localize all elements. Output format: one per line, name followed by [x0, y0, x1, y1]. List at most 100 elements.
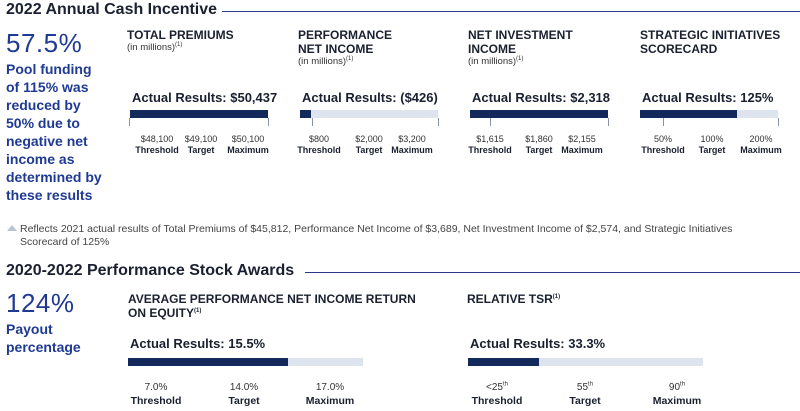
- metric-total-premiums: TOTAL PREMIUMS (in millions)(1): [127, 28, 282, 54]
- tick-value: $1,615: [476, 134, 504, 144]
- metric-performance-net-income: PERFORMANCE NET INCOME (in millions)(1): [298, 28, 458, 68]
- tick-value: 200%: [749, 134, 773, 144]
- tick-label: Target: [525, 145, 553, 155]
- threshold-marker: [312, 118, 313, 126]
- tick-value: $49,100: [184, 134, 218, 144]
- tick-value: $2,155: [568, 134, 596, 144]
- tick-value: $2,000: [355, 134, 383, 144]
- progress-fill: [128, 358, 288, 366]
- metric-net-investment-income: NET INVESTMENT INCOME (in millions)(1): [468, 28, 628, 68]
- metric-actual-result: Actual Results: $50,437: [132, 90, 278, 105]
- tick-label: Threshold: [135, 145, 179, 155]
- progress-track: [470, 110, 608, 118]
- metric-title: NET INCOME: [298, 42, 374, 56]
- cash-footnote: Reflects 2021 actual results of Total Pr…: [20, 223, 733, 248]
- threshold-marker: [490, 118, 491, 126]
- stock-payout-description: Payout percentage: [6, 320, 116, 356]
- pool-line: reduced by: [6, 97, 81, 113]
- metric-subtitle: (in millions)(1): [127, 41, 183, 53]
- progress-track: [640, 110, 778, 118]
- progress-track: [128, 358, 363, 366]
- metric-strategic-initiatives: STRATEGIC INITIATIVES SCORECARD: [640, 28, 798, 56]
- stock-section-title: 2020-2022 Performance Stock Awards: [6, 262, 295, 279]
- stock-section-rule: [305, 272, 800, 273]
- metric-actual-result: Actual Results: ($426): [302, 90, 438, 105]
- metric-title: STRATEGIC INITIATIVES: [640, 28, 781, 42]
- progress-track: [300, 110, 438, 118]
- tick-value: 14.0%: [229, 382, 259, 393]
- tick-label: Threshold: [471, 395, 523, 407]
- maximum-marker: [268, 118, 269, 126]
- metric-title: ON EQUITY(1): [128, 306, 202, 320]
- metric-subtitle: (in millions)(1): [468, 55, 524, 67]
- pool-line: 50% due to: [6, 115, 80, 131]
- tick-label: Target: [187, 145, 215, 155]
- metric-actual-result: Actual Results: 125%: [642, 90, 774, 105]
- maximum-marker: [608, 118, 609, 126]
- tick-label: Target: [698, 145, 726, 155]
- metric-actual-result: Actual Results: 33.3%: [470, 336, 606, 351]
- metric-actual-result: Actual Results: $2,318: [472, 90, 611, 105]
- progress-fill: [300, 110, 312, 118]
- pool-line: negative net: [6, 133, 88, 149]
- payout-line: percentage: [6, 339, 81, 355]
- tick-label: Target: [228, 395, 260, 407]
- pool-line: these results: [6, 187, 93, 203]
- tick-value: $48,100: [140, 134, 174, 144]
- cash-section-title: 2022 Annual Cash Incentive: [6, 1, 218, 18]
- metric-title: PERFORMANCE: [298, 28, 393, 42]
- tick-label: Target: [355, 145, 383, 155]
- metric-title: NET INVESTMENT: [468, 28, 573, 42]
- tick-value: $50,100: [231, 134, 265, 144]
- tick-value: $3,200: [398, 134, 426, 144]
- pool-line: Pool funding: [6, 61, 92, 77]
- cash-pool-percent: 57.5%: [6, 28, 83, 58]
- tick-label: Maximum: [561, 145, 603, 155]
- tick-label: Target: [569, 395, 601, 407]
- tick-value: $800: [308, 134, 330, 144]
- tick-label: Maximum: [652, 395, 702, 407]
- pool-line: of 115% was: [6, 79, 89, 95]
- tick-value: 100%: [700, 134, 724, 144]
- metric-title: TOTAL PREMIUMS: [127, 28, 234, 42]
- progress-track: [468, 358, 703, 366]
- tick-label: Threshold: [297, 145, 341, 155]
- progress-track: [130, 110, 268, 118]
- metric-title: RELATIVE TSR(1): [467, 292, 561, 306]
- metric-title: SCORECARD: [640, 42, 718, 56]
- tick-value: 90th: [668, 381, 686, 393]
- metric-relative-tsr: RELATIVE TSR(1): [467, 292, 767, 306]
- pool-line: determined by: [6, 169, 102, 185]
- footnote-triangle-icon: [7, 225, 17, 231]
- tick-label: Maximum: [305, 395, 355, 407]
- payout-line: Payout: [6, 321, 53, 337]
- tick-value: 7.0%: [144, 382, 168, 393]
- maximum-marker: [778, 118, 779, 126]
- progress-fill: [130, 110, 268, 118]
- threshold-marker: [129, 118, 130, 126]
- metric-roe: AVERAGE PERFORMANCE NET INCOME RETURN ON…: [128, 292, 428, 320]
- tick-label: Threshold: [641, 145, 685, 155]
- tick-value: $1,860: [525, 134, 553, 144]
- progress-fill: [470, 110, 608, 118]
- cash-pool-description: Pool funding of 115% was reduced by 50% …: [6, 60, 121, 204]
- tick-label: Maximum: [740, 145, 782, 155]
- metric-subtitle: (in millions)(1): [298, 55, 354, 67]
- tick-value: <25th: [486, 381, 508, 393]
- tick-value: 50%: [653, 134, 672, 144]
- tick-value: 17.0%: [315, 382, 345, 393]
- tick-label: Threshold: [130, 395, 182, 407]
- metric-title: INCOME: [468, 42, 516, 56]
- metric-title: AVERAGE PERFORMANCE NET INCOME RETURN: [128, 292, 416, 306]
- cash-section-rule: [222, 11, 800, 12]
- tick-label: Threshold: [468, 145, 512, 155]
- tick-label: Maximum: [227, 145, 269, 155]
- pool-line: income as: [6, 151, 75, 167]
- progress-fill: [640, 110, 737, 118]
- progress-fill: [468, 358, 539, 366]
- tick-value: 55th: [576, 381, 594, 393]
- metric-actual-result: Actual Results: 15.5%: [130, 336, 266, 351]
- stock-payout-percent: 124%: [6, 288, 75, 318]
- tick-label: Maximum: [391, 145, 433, 155]
- maximum-marker: [438, 118, 439, 126]
